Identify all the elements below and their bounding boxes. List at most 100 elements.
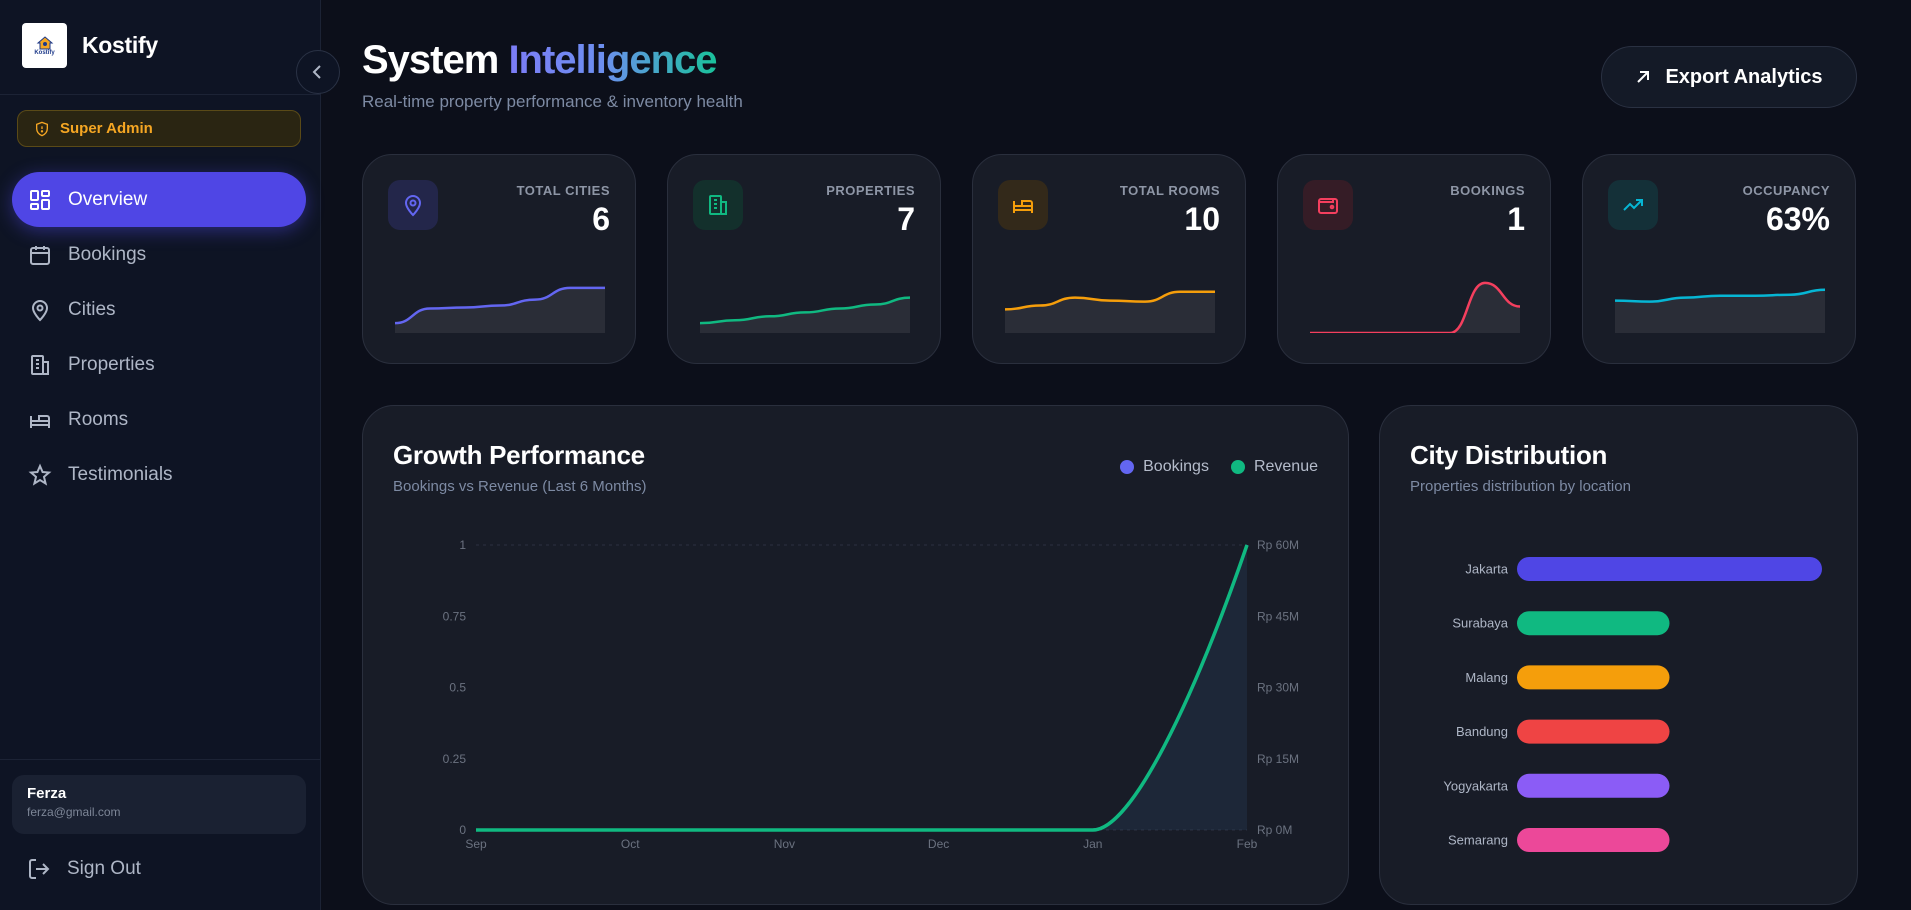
city-bar[interactable] <box>1517 719 1670 744</box>
x-tick: Dec <box>928 837 949 851</box>
sparkline-line <box>700 296 910 325</box>
city-bar[interactable] <box>1517 557 1822 581</box>
city-bar[interactable] <box>1517 665 1670 690</box>
stat-icon-box <box>1303 180 1353 230</box>
role-badge: Super Admin <box>17 110 301 147</box>
y-left-tick: 0.5 <box>449 681 466 695</box>
brand-name: Kostify <box>82 32 158 58</box>
sidebar-collapse-button[interactable] <box>296 50 340 94</box>
stat-label: OCCUPANCY <box>1742 183 1830 198</box>
sidebar-item-label: Overview <box>68 188 148 210</box>
map-pin-icon <box>31 299 49 321</box>
city-label: Bandung <box>1456 724 1508 739</box>
stat-card-bookings[interactable]: BOOKINGS 1 <box>1277 154 1551 364</box>
title-plain: System <box>362 38 499 82</box>
user-name: Ferza <box>27 785 67 802</box>
sparkline-line <box>1005 290 1215 311</box>
sparkline-line <box>1615 288 1825 303</box>
legend-item-bookings[interactable]: Bookings <box>1120 458 1209 476</box>
city-label: Yogyakarta <box>1443 778 1508 793</box>
stat-value: 1 <box>1507 201 1525 237</box>
sparkline <box>1615 288 1825 333</box>
calendar-icon <box>30 245 50 265</box>
dashboard-icon <box>30 189 50 210</box>
city-bar[interactable] <box>1517 828 1670 852</box>
stat-card-total-cities[interactable]: TOTAL CITIES 6 <box>362 154 636 364</box>
brand-logo: Kostify <box>22 23 67 68</box>
chevron-left-icon <box>312 65 321 79</box>
y-left-tick: 0.75 <box>443 609 467 623</box>
legend-dot <box>1230 460 1245 474</box>
sidebar-item-label: Bookings <box>68 243 147 265</box>
export-analytics-button[interactable]: Export Analytics <box>1601 46 1857 108</box>
legend-label: Bookings <box>1143 458 1209 475</box>
building-icon <box>709 195 727 215</box>
panel-subtitle: Bookings vs Revenue (Last 6 Months) <box>393 478 647 495</box>
stat-label: TOTAL CITIES <box>516 183 610 198</box>
city-label: Jakarta <box>1465 562 1508 577</box>
city-bar[interactable] <box>1517 611 1670 636</box>
stat-cards: TOTAL CITIES 6 PROPERTIES 7 TOTAL ROOMS … <box>362 154 1856 364</box>
x-tick: Sep <box>465 837 487 851</box>
sparkline-line <box>395 286 605 325</box>
panel-subtitle: Properties distribution by location <box>1410 478 1631 495</box>
user-email: ferza@gmail.com <box>27 805 121 819</box>
revenue-area <box>476 545 1247 830</box>
sign-out-label: Sign Out <box>67 858 141 879</box>
map-pin-icon <box>404 195 422 217</box>
panel-title: Growth Performance <box>393 440 645 470</box>
y-right-tick: Rp 60M <box>1257 538 1299 552</box>
shield-icon <box>36 121 48 136</box>
stat-label: BOOKINGS <box>1450 183 1525 198</box>
sidebar-item-cities[interactable]: Cities <box>12 282 306 337</box>
city-label: Semarang <box>1448 833 1508 848</box>
x-tick: Nov <box>774 837 795 851</box>
logout-icon <box>29 859 50 879</box>
sidebar-item-rooms[interactable]: Rooms <box>12 392 306 447</box>
stat-card-properties[interactable]: PROPERTIES 7 <box>667 154 941 364</box>
sidebar-item-properties[interactable]: Properties <box>12 337 306 392</box>
stat-icon-box <box>1608 180 1658 230</box>
city-bar[interactable] <box>1517 773 1670 798</box>
star-icon <box>28 462 52 486</box>
stat-card-occupancy[interactable]: OCCUPANCY 63% <box>1582 154 1856 364</box>
sparkline <box>700 296 910 333</box>
y-left-tick: 0 <box>459 823 466 837</box>
stat-card-total-rooms[interactable]: TOTAL ROOMS 10 <box>972 154 1246 364</box>
page-title: System Intelligence <box>362 38 718 83</box>
x-tick: Oct <box>621 837 640 851</box>
legend-item-revenue[interactable]: Revenue <box>1230 458 1318 476</box>
title-gradient: Intelligence <box>508 38 717 82</box>
sidebar-item-testimonials[interactable]: Testimonials <box>12 447 306 502</box>
page-subtitle: Real-time property performance & invento… <box>362 92 743 111</box>
sparkline-area <box>1005 291 1215 333</box>
x-tick: Feb <box>1237 837 1258 851</box>
stat-icon-box <box>388 180 438 230</box>
sidebar-item-label: Rooms <box>68 408 129 430</box>
stat-value: 63% <box>1765 201 1830 237</box>
bed-icon <box>1013 200 1033 213</box>
sidebar-item-bookings[interactable]: Bookings <box>12 227 306 282</box>
role-label: Super Admin <box>60 120 153 137</box>
chart-legend: Bookings Revenue <box>1120 458 1318 476</box>
y-right-tick: Rp 0M <box>1257 823 1292 837</box>
user-card[interactable]: Ferza ferza@gmail.com <box>12 775 306 834</box>
stat-label: PROPERTIES <box>826 183 915 198</box>
sparkline-area <box>395 287 605 333</box>
sparkline <box>1005 290 1215 333</box>
bed-icon <box>30 414 50 428</box>
sparkline <box>395 286 605 333</box>
brand[interactable]: Kostify Kostify <box>22 23 158 68</box>
legend-label: Revenue <box>1253 458 1318 475</box>
house-icon <box>36 35 53 49</box>
sidebar: Kostify Kostify Super Admin Overview <box>0 0 321 910</box>
stat-label: TOTAL ROOMS <box>1119 183 1220 198</box>
sidebar-item-overview[interactable]: Overview <box>12 172 306 227</box>
sign-out-button[interactable]: Sign Out <box>27 857 141 881</box>
y-right-tick: Rp 30M <box>1257 681 1299 695</box>
y-right-tick: Rp 15M <box>1257 752 1299 766</box>
export-label: Export Analytics <box>1665 65 1823 88</box>
building-icon <box>31 354 49 375</box>
divider <box>0 94 321 95</box>
